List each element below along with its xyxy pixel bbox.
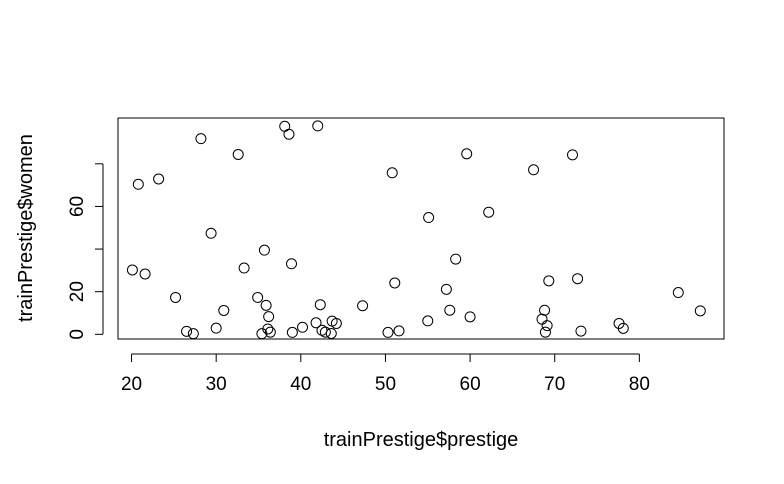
data-point [260,299,272,311]
data-point [286,326,298,338]
data-point [126,264,138,276]
y-axis-label: trainPrestige$women [15,134,37,322]
x-axis-label: trainPrestige$prestige [324,429,519,451]
data-point [205,227,217,239]
data-point [210,322,222,334]
data-point [314,299,326,311]
data-point [262,323,274,335]
data-point [572,273,584,285]
data-point [330,317,342,329]
data-point [541,320,553,332]
data-point [440,283,452,295]
data-point [283,128,295,140]
x-tick-label: 60 [460,374,481,395]
data-point [464,311,476,323]
data-point [617,322,629,334]
data-point [319,326,331,338]
data-point [389,277,401,289]
data-point [170,291,182,303]
data-point [264,326,276,338]
data-point [218,304,230,316]
data-point [153,173,165,185]
y-tick-label: 20 [67,281,88,302]
data-point [422,315,434,327]
data-point [567,149,578,161]
data-point [279,120,291,132]
data-point [181,325,193,337]
data-point [539,326,551,338]
data-point [139,268,151,280]
data-point [423,212,435,224]
x-tick-label: 20 [121,374,142,395]
data-point [187,328,199,340]
data-point [483,206,495,218]
data-point [195,133,207,145]
data-point [461,148,473,160]
data-point [382,326,394,338]
data-point [694,305,706,317]
data-point [312,120,324,132]
data-point [297,321,309,333]
data-point [539,304,551,316]
data-point [286,258,298,270]
data-point [357,300,369,312]
data-point [132,178,144,190]
data-point [325,327,337,339]
data-point [393,325,405,337]
x-tick-label: 70 [544,374,565,395]
data-point [258,244,270,256]
data-point [536,313,548,325]
data-point [444,304,456,316]
data-point [528,164,540,176]
data-point [310,317,322,329]
y-tick-label: 60 [67,196,88,217]
data-point [386,167,398,179]
data-point [238,262,250,274]
data-point [672,287,684,299]
y-axis: 0 20 60 [67,163,104,340]
x-tick-label: 40 [290,374,311,395]
plot-area-box [117,117,725,340]
data-point [450,253,462,265]
x-tick-label: 30 [206,374,227,395]
y-tick-label: 0 [67,329,88,340]
data-point [232,148,244,160]
data-point [575,325,587,337]
data-point [263,311,275,323]
x-tick-label: 50 [375,374,396,395]
data-points [126,120,706,340]
data-point [252,291,264,303]
x-axis: 20 30 40 50 60 70 80 [121,353,650,395]
data-point [543,275,555,287]
x-tick-label: 80 [629,374,650,395]
